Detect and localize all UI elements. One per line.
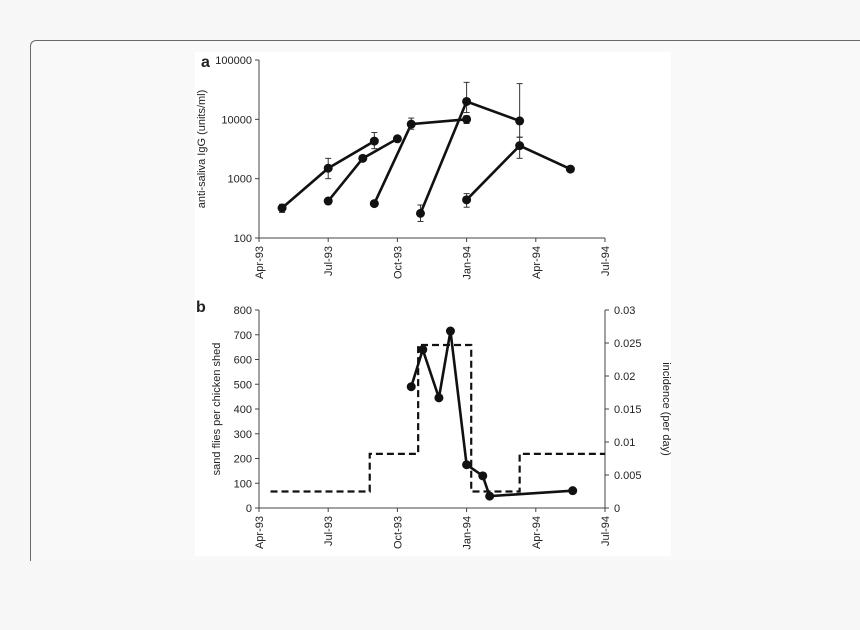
y2tick-label: 0 (614, 503, 620, 515)
data-point (406, 119, 416, 129)
ytick-label: 600 (234, 355, 252, 367)
panel-a-series (277, 81, 575, 222)
xtick-label: Apr-93 (254, 516, 266, 549)
ytick-label: 100 (234, 233, 252, 245)
y2tick-label: 0.005 (614, 470, 642, 482)
data-point (462, 96, 472, 106)
y2tick-label: 0.015 (614, 404, 642, 416)
ytick-label: 400 (234, 404, 252, 416)
ytick-label: 100000 (215, 55, 252, 67)
y2tick-label: 0.01 (614, 437, 635, 449)
y2tick-label: 0.02 (614, 371, 635, 383)
xtick-label: Jul-94 (600, 516, 612, 546)
ytick-label: 100 (234, 478, 252, 490)
ytick-label: 10000 (221, 114, 252, 126)
panel-a-yticks: 100 1000 10000 100000 (215, 55, 259, 245)
ytick-label: 0 (246, 503, 252, 515)
data-point (369, 199, 379, 209)
data-point (392, 134, 402, 144)
xtick-label: Jan-94 (462, 516, 474, 550)
ytick-label: 300 (234, 429, 252, 441)
panel-b-y2label: incidence (per day) (660, 362, 671, 456)
sandfly-point (478, 471, 488, 481)
ytick-label: 800 (234, 305, 252, 317)
sandfly-point (418, 345, 428, 355)
data-point (323, 196, 333, 206)
incidence-step-line (270, 343, 605, 493)
data-point (415, 208, 425, 218)
panel-a-ylabel: anti-saliva IgG (units/ml) (196, 90, 208, 209)
data-point (462, 195, 472, 205)
ytick-label: 200 (234, 454, 252, 466)
data-point (323, 163, 333, 173)
data-point (515, 141, 525, 151)
sandfly-point (462, 460, 472, 470)
panel-a-letter: a (201, 54, 210, 71)
xtick-label: Jul-94 (600, 246, 612, 276)
xtick-label: Apr-93 (254, 246, 266, 279)
sandfly-point (568, 486, 578, 496)
sandfly-point (485, 491, 495, 501)
y2tick-label: 0.025 (614, 338, 642, 350)
panel-a-xticks: Apr-93 Jul-93 Oct-93 Jan-94 Apr-94 Jul-94 (254, 238, 612, 280)
data-point (462, 114, 472, 124)
data-point (277, 203, 287, 213)
series-line (465, 144, 571, 201)
xtick-label: Apr-94 (531, 516, 543, 549)
panel-b-y2ticks: 0 0.005 0.01 0.015 0.02 0.025 0.03 (605, 305, 642, 515)
panel-b-letter: b (196, 299, 206, 316)
xtick-label: Jul-93 (323, 516, 335, 546)
data-point (565, 164, 575, 174)
panel-b-ylabel: sand flies per chicken shed (211, 343, 223, 476)
panel-b-series (270, 326, 605, 501)
xtick-label: Oct-93 (392, 516, 404, 549)
panel-b-xticks: Apr-93 Jul-93 Oct-93 Jan-94 Apr-94 Jul-94 (254, 508, 612, 550)
data-point (515, 116, 525, 126)
sandfly-point (445, 326, 455, 336)
xtick-label: Apr-94 (531, 246, 543, 279)
ytick-label: 700 (234, 330, 252, 342)
sandfly-line (409, 330, 573, 498)
xtick-label: Oct-93 (392, 246, 404, 279)
sandfly-point (434, 393, 444, 403)
y2tick-label: 0.03 (614, 305, 635, 317)
xtick-label: Jul-93 (323, 246, 335, 276)
ytick-label: 500 (234, 379, 252, 391)
sandfly-point (406, 382, 416, 392)
data-point (369, 136, 379, 146)
panel-b: b 0 100 200 300 400 500 600 700 800 0 0.005 0.01 0.… (196, 299, 672, 550)
panel-a: a 100 1000 10000 100000 Apr-93 Jul-93 Oct-93 J… (196, 54, 612, 280)
data-point (358, 153, 368, 163)
panel-b-yticks: 0 100 200 300 400 500 600 700 800 (234, 305, 259, 515)
figure-panel: a 100 1000 10000 100000 Apr-93 Jul-93 Oct-93 J… (195, 52, 672, 556)
xtick-label: Jan-94 (462, 246, 474, 280)
ytick-label: 1000 (228, 174, 252, 186)
